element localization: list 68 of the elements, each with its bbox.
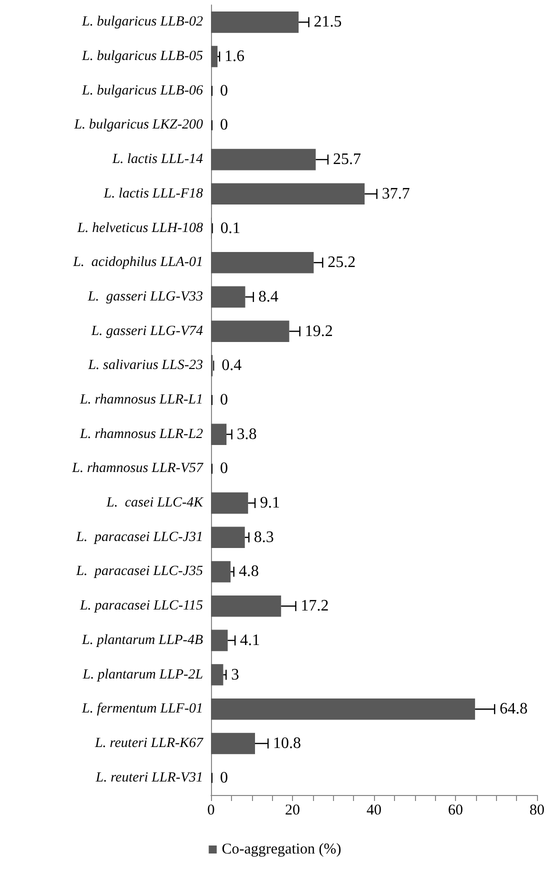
data-label: 8.4	[258, 288, 278, 306]
data-label: 4.1	[240, 632, 260, 649]
data-label: 0	[220, 769, 228, 786]
data-label: 21.5	[314, 14, 342, 31]
y-tick-label: L. salivarius LLS-23	[87, 358, 203, 374]
data-label: 1.6	[224, 48, 245, 66]
y-tick-label: L. bulgaricus LLB-06	[81, 83, 203, 98]
y-tick-label: L. plantarum LLP-2L	[82, 667, 204, 682]
data-label: 64.8	[500, 700, 528, 718]
data-label: 10.8	[273, 734, 302, 752]
y-tick-label: L. bulgaricus LLB-05	[81, 49, 203, 64]
y-tick-label: L. rhamnosus LLR-V57	[71, 461, 204, 476]
y-tick-label: L. gasseri LLG-V74	[90, 324, 203, 339]
bar	[211, 46, 218, 68]
data-label: 17.2	[300, 598, 329, 615]
x-tick-label: 80	[530, 802, 544, 818]
data-label: 0	[220, 116, 228, 134]
y-tick-label: L. rhamnosus LLR-L2	[78, 426, 203, 442]
x-tick-label: 60	[448, 802, 463, 818]
y-tick-label: L. plantarum LLP-4B	[81, 632, 204, 648]
bar	[211, 252, 314, 274]
data-label: 25.2	[328, 254, 356, 272]
data-label: 3	[231, 666, 240, 684]
x-tick-label: 20	[285, 802, 300, 818]
data-label: 9.1	[260, 494, 280, 512]
bar	[211, 12, 299, 33]
data-label: 0	[220, 82, 228, 100]
bar	[211, 286, 246, 308]
bar	[211, 698, 476, 720]
bar	[211, 492, 248, 514]
data-label: 0	[220, 392, 228, 408]
data-label: 37.7	[382, 185, 410, 202]
y-tick-label: L. paracasei LLC-J31	[75, 530, 203, 545]
y-tick-label: L. reuteri LLR-K67	[94, 736, 204, 751]
bar	[211, 561, 231, 582]
bar	[211, 320, 290, 342]
y-tick-label: L. bulgaricus LKZ-200	[73, 118, 203, 133]
bar	[211, 630, 228, 652]
bar	[211, 183, 365, 205]
bar	[211, 526, 245, 548]
data-label: 0.4	[222, 357, 242, 374]
y-tick-label: L. fermentum LLF-01	[81, 702, 203, 717]
data-label: 3.8	[236, 426, 257, 443]
y-tick-label: L. lactis LLL-F18	[102, 186, 203, 202]
y-tick-label: L. casei LLC-4K	[106, 496, 204, 511]
bar	[211, 664, 224, 686]
data-label: 19.2	[304, 322, 333, 340]
data-label: 4.8	[238, 563, 259, 580]
y-tick-label: L. paracasei LLC-J35	[75, 564, 203, 580]
bar	[211, 595, 282, 617]
legend-label: Co-aggregation (%)	[222, 842, 342, 858]
data-label: 8.3	[254, 528, 274, 546]
y-tick-label: L. lactis LLL-14	[111, 152, 203, 168]
bar	[211, 148, 316, 170]
x-tick-label: 40	[366, 802, 382, 818]
y-tick-label: L. helveticus LLH-108	[76, 220, 203, 236]
x-tick-label: 0	[207, 802, 215, 818]
y-tick-label: L. paracasei LLC-115	[78, 598, 203, 614]
y-tick-label: L. reuteri LLR-V31	[94, 770, 203, 786]
bar	[211, 424, 226, 445]
data-label: 25.7	[332, 151, 361, 168]
data-label: 0.1	[220, 220, 240, 237]
y-tick-label: L. acidophilus LLA-01	[72, 255, 203, 270]
y-tick-label: L. rhamnosus LLR-L1	[78, 392, 203, 408]
data-label: 0	[220, 460, 228, 478]
y-tick-label: L. gasseri LLG-V33	[86, 289, 203, 304]
bar	[211, 732, 256, 754]
y-tick-label: L. bulgaricus LLB-02	[81, 14, 203, 30]
